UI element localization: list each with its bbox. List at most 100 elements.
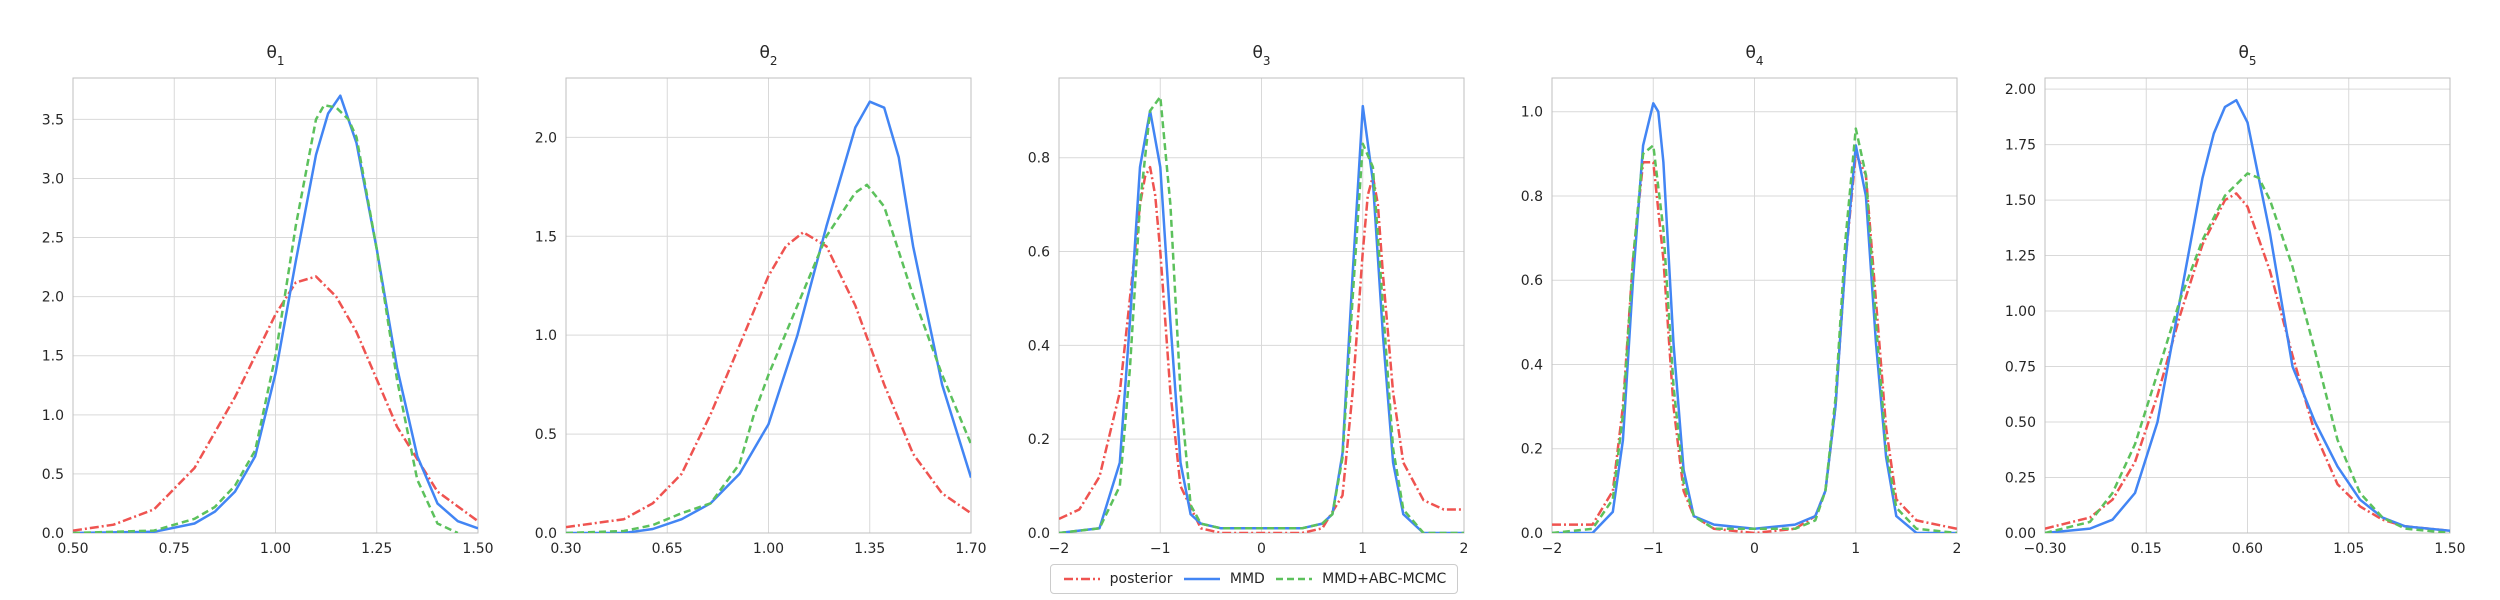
- x-tick-label: 0.50: [57, 541, 88, 557]
- y-tick-label: 0.50: [2005, 415, 2036, 431]
- panel-title: θ4: [1745, 43, 1763, 68]
- x-tick-label: 1: [1851, 541, 1860, 557]
- y-tick-label: 2.0: [42, 290, 64, 306]
- x-tick-label: 0.15: [2131, 541, 2162, 557]
- x-tick-label: 0.75: [159, 541, 190, 557]
- x-tick-label: 0.60: [2232, 541, 2263, 557]
- y-tick-label: 0.0: [42, 526, 64, 542]
- series-line-posterior: [73, 275, 478, 532]
- panel-title-symbol: θ: [1745, 43, 1755, 63]
- y-tick-label: 1.0: [535, 328, 557, 344]
- y-tick-label: 1.00: [2005, 304, 2036, 320]
- series-line-mmd-abc-mcmc: [73, 103, 459, 533]
- series-line-mmd-abc-mcmc: [1059, 95, 1464, 533]
- panel-theta-1: 0.50 0.75 1.00 1.25 1.50 0.0 0.5 1.0 1.5 2.0 2.5 3.…: [42, 43, 494, 557]
- y-tick-label: 0.00: [2005, 526, 2036, 542]
- panel-title-subscript: 5: [2249, 54, 2257, 68]
- series-line-posterior: [2045, 192, 2450, 533]
- panel-title: θ5: [2238, 43, 2256, 68]
- legend-label-mmd: MMD: [1229, 571, 1265, 587]
- panel-title-subscript: 2: [770, 54, 778, 68]
- x-tick-label: 1.25: [361, 541, 392, 557]
- x-tick-label: −1: [1643, 541, 1664, 557]
- y-tick-label: 1.0: [42, 408, 64, 424]
- y-tick-label: 0.2: [1521, 442, 1543, 458]
- y-tick-label: 0.0: [1028, 526, 1050, 542]
- legend-item-mmd-abc-mcmc: MMD+ABC-MCMC: [1274, 571, 1446, 587]
- y-tick-label: 0.6: [1521, 273, 1543, 289]
- axes-frame: [2044, 77, 2451, 534]
- x-tick-label: 1.50: [2434, 541, 2465, 557]
- legend-label-mmd-abc-mcmc: MMD+ABC-MCMC: [1322, 571, 1447, 587]
- y-tick-label: 0.0: [535, 526, 557, 542]
- series-line-mmd: [566, 100, 971, 533]
- y-tick-label: 2.00: [2005, 82, 2036, 98]
- panel-theta-5: −0.30 0.15 0.60 1.05 1.50 0.00 0.25 0.50 0.75 1.0…: [2005, 43, 2466, 557]
- x-tick-label: 0.30: [550, 541, 581, 557]
- y-tick-label: 0.8: [1028, 151, 1050, 167]
- x-tick-label: 0.65: [652, 541, 683, 557]
- series-line-mmd-abc-mcmc: [566, 183, 971, 533]
- x-tick-label: −2: [1049, 541, 1070, 557]
- y-tick-label: 0.5: [535, 427, 557, 443]
- x-tick-label: 1.50: [462, 541, 493, 557]
- panel-title: θ3: [1252, 43, 1270, 68]
- axes-frame: [72, 77, 479, 534]
- y-tick-label: 0.25: [2005, 471, 2036, 487]
- x-tick-label: 1.05: [2333, 541, 2364, 557]
- x-tick-label: 1.70: [955, 541, 986, 557]
- y-tick-label: 0.0: [1521, 526, 1543, 542]
- panel-theta-2: 0.30 0.65 1.00 1.35 1.70 0.0 0.5 1.0 1.5 2.0 θ2: [535, 43, 987, 557]
- x-tick-label: 1.00: [753, 541, 784, 557]
- y-tick-label: 1.5: [535, 229, 557, 245]
- x-tick-label: 2: [1460, 541, 1469, 557]
- x-tick-label: 2: [1953, 541, 1962, 557]
- x-tick-label: 1.35: [854, 541, 885, 557]
- panel-title-symbol: θ: [759, 43, 769, 63]
- y-tick-label: 0.8: [1521, 189, 1543, 205]
- panel-title-symbol: θ: [2238, 43, 2248, 63]
- y-tick-label: 1.50: [2005, 193, 2036, 209]
- x-tick-label: 0: [1750, 541, 1759, 557]
- series-line-mmd-abc-mcmc: [2045, 172, 2450, 533]
- panel-title-subscript: 3: [1263, 54, 1271, 68]
- x-tick-label: −0.30: [2024, 541, 2067, 557]
- y-tick-label: 0.2: [1028, 432, 1050, 448]
- series-line-mmd: [73, 94, 478, 533]
- y-tick-label: 0.4: [1521, 357, 1543, 373]
- legend-item-mmd: MMD: [1182, 571, 1265, 587]
- x-tick-label: 0: [1257, 541, 1266, 557]
- panel-title-symbol: θ: [1252, 43, 1262, 63]
- y-tick-label: 0.6: [1028, 245, 1050, 261]
- y-tick-label: 3.0: [42, 171, 64, 187]
- panel-title: θ1: [266, 43, 284, 68]
- series-line-posterior: [1059, 165, 1464, 533]
- legend-swatch-mmd: [1183, 577, 1220, 581]
- series-line-mmd-abc-mcmc: [1552, 127, 1957, 533]
- y-tick-label: 2.0: [535, 130, 557, 146]
- y-tick-label: 2.5: [42, 231, 64, 247]
- y-tick-label: 3.5: [42, 112, 64, 128]
- legend-item-posterior: posterior: [1062, 571, 1173, 587]
- x-tick-label: −1: [1150, 541, 1171, 557]
- y-tick-label: 1.5: [42, 349, 64, 365]
- legend-label-posterior: posterior: [1109, 571, 1173, 587]
- x-tick-label: 1.00: [260, 541, 291, 557]
- series-line-mmd: [1552, 102, 1957, 533]
- y-tick-label: 0.4: [1028, 338, 1050, 354]
- x-tick-label: −2: [1542, 541, 1563, 557]
- legend-swatch-mmd-abc-mcmc: [1276, 577, 1313, 581]
- y-tick-label: 0.75: [2005, 360, 2036, 376]
- y-tick-label: 1.25: [2005, 249, 2036, 265]
- y-tick-label: 0.5: [42, 467, 64, 483]
- series-line-posterior: [1552, 152, 1957, 533]
- series-line-posterior: [566, 231, 971, 529]
- panel-title-subscript: 1: [277, 54, 285, 68]
- series-line-mmd: [2045, 98, 2450, 533]
- panel-title-symbol: θ: [266, 43, 276, 63]
- panel-theta-3: −2 −1 0 1 2 0.0 0.2 0.4 0.6 0.8 θ3: [1028, 43, 1469, 557]
- y-tick-label: 1.0: [1521, 105, 1543, 121]
- legend-swatch-posterior: [1063, 577, 1100, 581]
- axes-frame: [565, 77, 972, 534]
